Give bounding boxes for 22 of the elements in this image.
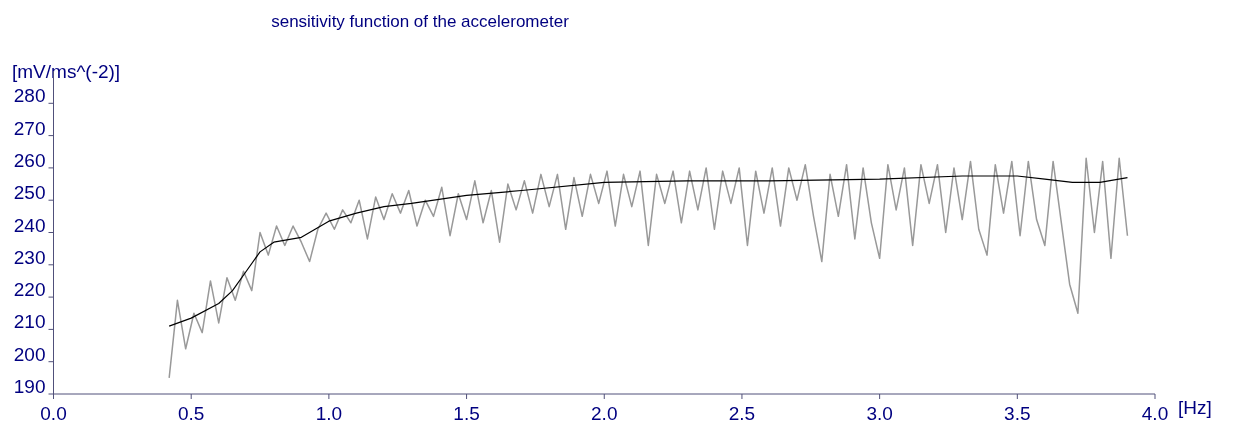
x-tick-label: 3.5 bbox=[1004, 403, 1031, 424]
y-tick-label: 220 bbox=[13, 279, 46, 301]
chart-title: sensitivity function of the accelerometer bbox=[271, 12, 570, 31]
x-axis-title: [Hz] bbox=[1178, 397, 1212, 418]
y-tick-label: 260 bbox=[13, 149, 46, 171]
x-tick-label: 1.0 bbox=[315, 403, 343, 424]
y-axis-title: [mV/ms^(-2)] bbox=[12, 61, 121, 82]
x-tick-label: 4.0 bbox=[1141, 403, 1169, 424]
x-tick-label: 0.0 bbox=[40, 403, 67, 424]
y-tick-label: 190 bbox=[13, 376, 46, 398]
y-tick-label: 230 bbox=[13, 246, 46, 268]
y-tick-label: 200 bbox=[13, 343, 46, 365]
x-tick-label: 3.0 bbox=[866, 403, 893, 424]
x-tick-label: 0.5 bbox=[177, 403, 205, 424]
x-tick-label: 1.5 bbox=[453, 403, 480, 424]
y-tick-label: 250 bbox=[13, 182, 46, 204]
y-tick-label: 280 bbox=[13, 85, 46, 107]
y-tick-label: 270 bbox=[13, 117, 46, 139]
x-tick-label: 2.5 bbox=[728, 403, 756, 424]
y-tick-label: 210 bbox=[13, 311, 46, 333]
y-tick-label: 240 bbox=[13, 214, 46, 236]
x-tick-label: 2.0 bbox=[591, 403, 618, 424]
